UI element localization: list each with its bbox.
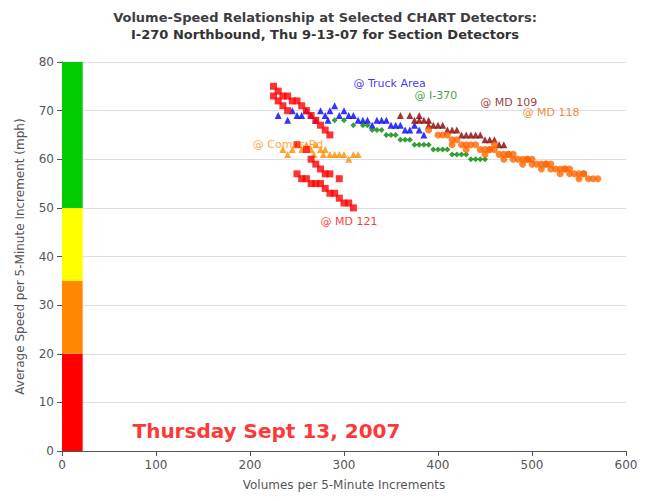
svg-text:300: 300 [333,458,356,472]
svg-text:@ MD 109: @ MD 109 [480,96,538,110]
svg-text:200: 200 [239,458,262,472]
svg-text:0: 0 [46,444,54,458]
svg-text:@ MD 118: @ MD 118 [523,106,580,119]
svg-text:500: 500 [521,458,544,472]
svg-text:30: 30 [39,298,54,312]
svg-text:@ Truck Area: @ Truck Area [353,77,425,90]
svg-text:@ Comus Rd: @ Comus Rd [253,138,323,151]
svg-text:60: 60 [39,152,54,166]
svg-text:70: 70 [39,104,54,118]
svg-text:50: 50 [39,201,54,215]
svg-text:Average Speed per 5-Minute Inc: Average Speed per 5-Minute Increment (mp… [13,118,27,394]
svg-text:Volume-Speed Relationship at S: Volume-Speed Relationship at Selected CH… [113,10,537,25]
svg-text:10: 10 [39,395,54,409]
svg-text:20: 20 [39,347,54,361]
svg-text:Thursday Sept 13, 2007: Thursday Sept 13, 2007 [133,419,401,443]
svg-text:80: 80 [39,55,54,69]
svg-text:0: 0 [58,458,66,472]
svg-text:@ I-370: @ I-370 [415,89,458,102]
svg-text:40: 40 [39,250,54,264]
svg-text:@ MD 121: @ MD 121 [321,215,378,228]
svg-text:400: 400 [427,458,450,472]
svg-text:I-270 Northbound, Thu 9-13-07: I-270 Northbound, Thu 9-13-07 for Sectio… [131,27,519,42]
svg-text:100: 100 [145,458,168,472]
svg-text:Volumes per 5-Minute Increment: Volumes per 5-Minute Increments [243,478,446,492]
svg-text:600: 600 [615,458,638,472]
